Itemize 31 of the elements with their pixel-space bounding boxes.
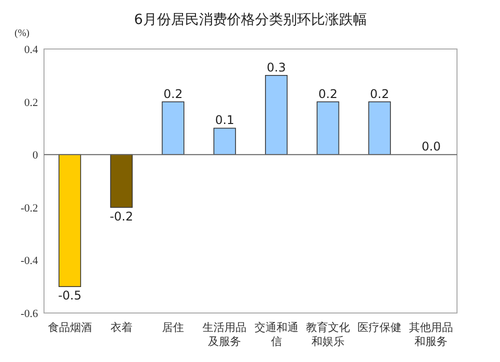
data-label: 0.0 [422,140,441,154]
data-label: -0.5 [58,288,82,303]
data-label: 0.1 [215,113,234,128]
x-tick-label: 交通和通信 [253,321,300,349]
x-tick-label: 衣着 [109,321,134,335]
x-tick-label: 其他用品和服务 [408,321,454,349]
bar [162,101,184,155]
bar [58,154,82,287]
data-label: 0.2 [164,86,183,101]
x-tick-label: 食品烟酒 [46,321,93,335]
y-tick-label: -0.6 [20,308,38,320]
data-label: 0.2 [318,86,338,101]
x-tick-label: 教育文化和娱乐 [304,321,351,349]
chart-title: 6月份居民消费价格分类别环比涨跌幅 [134,12,367,28]
bar [213,128,236,155]
y-tick-label: 0.4 [24,44,38,56]
data-label: 0.3 [266,60,286,74]
x-tick-label: 居住 [161,321,186,335]
y-tick-label: 0 [32,150,38,162]
bar [265,75,288,155]
x-tick-label: 生活用品及服务 [202,321,248,349]
y-tick-label: -0.2 [20,202,38,214]
y-axis-title: (%) [14,28,30,39]
y-tick-label: -0.4 [20,255,38,268]
bar [316,101,340,155]
bar [110,154,133,208]
bar [368,101,391,155]
y-tick-label: 0.2 [24,96,38,109]
data-label: 0.2 [370,86,390,101]
x-tick-label: 医疗保健 [356,321,403,335]
data-label: -0.2 [110,209,134,224]
